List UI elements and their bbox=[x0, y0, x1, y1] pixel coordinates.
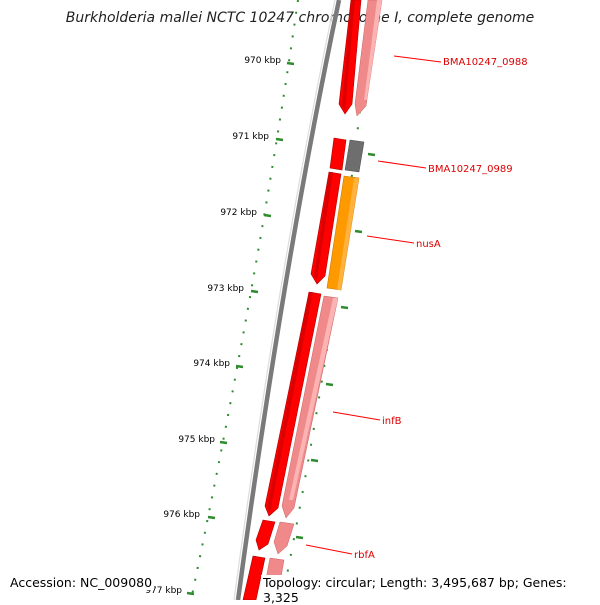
feature-label-rbfA[interactable]: rbfA bbox=[354, 550, 375, 561]
ruler-ticks bbox=[186, 61, 295, 596]
leader-0988 bbox=[393, 55, 442, 63]
topology-text: Topology: circular; Length: 3,495,687 bp… bbox=[261, 575, 600, 605]
backbone-line bbox=[235, 0, 342, 600]
ruler-tick-973 bbox=[250, 289, 259, 294]
leader-rbfA bbox=[305, 544, 353, 555]
feature-label-0989[interactable]: BMA10247_0989 bbox=[428, 164, 513, 175]
ruler-label-975: 975 kbp bbox=[178, 435, 215, 445]
cds-feature-0989 bbox=[329, 137, 347, 171]
feature-label-nusA[interactable]: nusA bbox=[416, 239, 441, 250]
cds-track bbox=[242, 0, 362, 600]
leader-infB bbox=[332, 411, 381, 421]
cds-feature-next bbox=[242, 555, 266, 600]
ruler-tick-970 bbox=[286, 61, 295, 66]
cds-feature-rbfA bbox=[255, 519, 276, 551]
misc-feature bbox=[344, 139, 365, 173]
ruler-tick-972 bbox=[263, 213, 272, 218]
ruler-tick-977 bbox=[186, 591, 195, 596]
ruler-label-977: 977 kbp bbox=[145, 586, 182, 596]
leader-0989 bbox=[377, 160, 427, 169]
ruler-label-976: 976 kbp bbox=[163, 510, 200, 520]
map-title: Burkholderia mallei NCTC 10247 chromosom… bbox=[65, 10, 535, 26]
ruler-label-971: 971 kbp bbox=[232, 132, 269, 142]
ruler-label-974: 974 kbp bbox=[193, 359, 230, 369]
ruler-tick-976 bbox=[207, 515, 216, 520]
ruler-tick-974 bbox=[235, 364, 244, 369]
ruler-label-972: 972 kbp bbox=[220, 208, 257, 218]
ruler-label-973: 973 kbp bbox=[207, 284, 244, 294]
feature-label-0988[interactable]: BMA10247_0988 bbox=[443, 57, 528, 68]
leader-nusA bbox=[366, 235, 415, 244]
gc-ticks bbox=[295, 152, 376, 540]
ruler-tick-975 bbox=[219, 440, 228, 445]
accession-text: Accession: NC_009080 bbox=[8, 575, 155, 590]
ruler-tick-971 bbox=[275, 137, 284, 142]
ruler-label-970: 970 kbp bbox=[244, 56, 281, 66]
feature-label-infB[interactable]: infB bbox=[382, 416, 402, 427]
backbone-highlight bbox=[233, 0, 336, 600]
gene-feature-rbfA bbox=[273, 521, 295, 555]
